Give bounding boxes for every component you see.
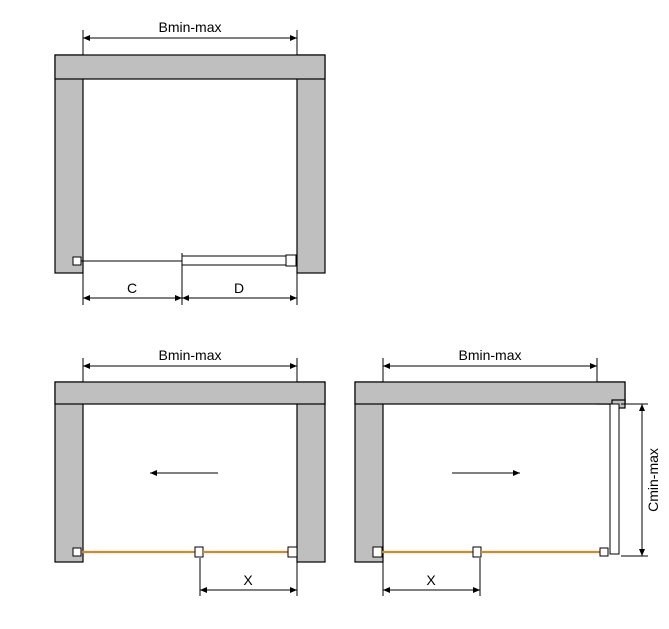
label-bminmax-top: Bmin-max	[158, 19, 221, 35]
diagram-bottom-right: Bmin-max X Cmin-max	[355, 347, 661, 596]
label-d: D	[234, 280, 244, 296]
label-c: C	[127, 280, 137, 296]
label-x-bl: X	[243, 572, 253, 588]
label-cminmax: Cmin-max	[645, 448, 661, 512]
label-bminmax-bl: Bmin-max	[158, 347, 221, 363]
label-bminmax-br: Bmin-max	[458, 347, 521, 363]
diagram-top: Bmin-max C D	[55, 19, 325, 305]
diagram-bottom-left: Bmin-max X	[55, 347, 325, 596]
label-x-br: X	[426, 572, 436, 588]
